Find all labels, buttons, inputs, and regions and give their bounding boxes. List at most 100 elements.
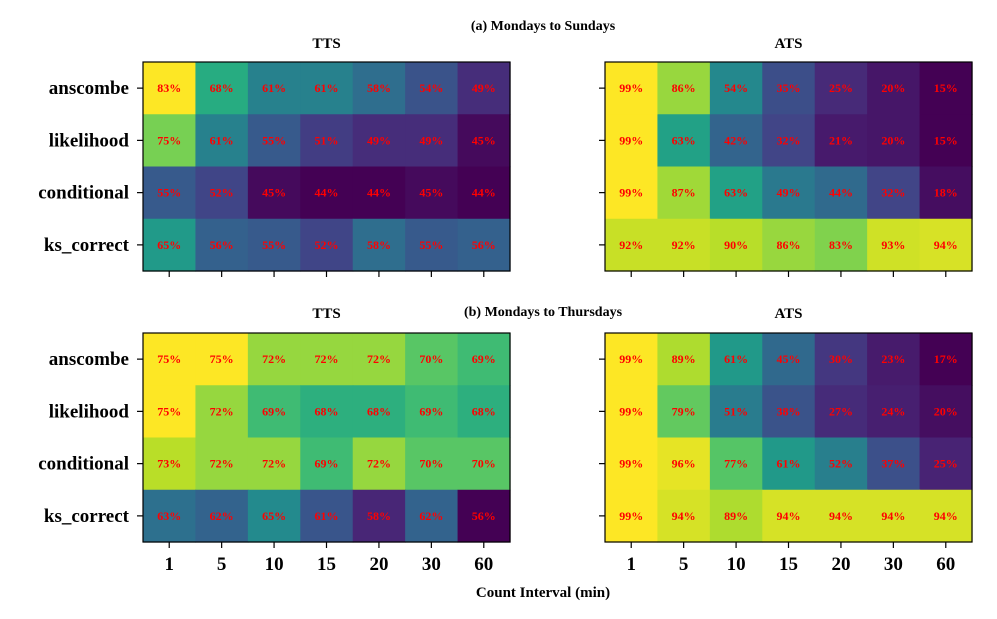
x-tick-label: 10 — [727, 554, 746, 575]
cell-value-label: 38% — [777, 404, 801, 418]
cell-value-label: 25% — [829, 81, 853, 95]
row-label: conditional — [38, 183, 129, 204]
panel-title: TTS — [312, 306, 340, 322]
heatmap-cell — [195, 114, 249, 168]
row-label: ks_correct — [44, 235, 130, 256]
row-label: likelihood — [49, 401, 130, 422]
cell-value-label: 94% — [934, 509, 958, 523]
heatmap-cell — [762, 166, 816, 220]
heatmap-cell — [762, 385, 816, 439]
heatmap-cell — [457, 333, 511, 386]
cell-value-label: 99% — [619, 81, 643, 95]
cell-value-label: 94% — [829, 509, 853, 523]
heatmap-cell — [919, 166, 973, 220]
section-title-mondays-to-thursdays: (b) Mondays to Thursdays — [464, 305, 623, 320]
cell-value-label: 69% — [315, 457, 339, 471]
heatmap-cell — [247, 114, 301, 168]
cell-value-label: 94% — [672, 509, 696, 523]
heatmap-cell — [814, 218, 868, 272]
cell-value-label: 55% — [157, 186, 181, 200]
cell-value-label: 65% — [262, 509, 286, 523]
heatmap-cell — [605, 62, 659, 115]
heatmap-cell — [867, 385, 921, 439]
cell-value-label: 44% — [367, 186, 391, 200]
x-axis-label: Count Interval (min) — [476, 585, 610, 601]
panel-title: ATS — [774, 306, 802, 322]
heatmap-cell — [814, 166, 868, 220]
heatmap-panel-1: 83% 68% 61% 61% 58% 54% 49% 75% 61% 55% 51% 49% 49% 4… — [38, 36, 511, 277]
heatmap-cell — [657, 62, 711, 115]
cell-value-label: 75% — [210, 352, 234, 366]
cell-value-label: 24% — [881, 404, 905, 418]
heatmap-panels: 83% 68% 61% 61% 58% 54% 49% 75% 61% 55% 51% 49% 49% 4… — [38, 36, 973, 575]
heatmap-cell — [762, 218, 816, 272]
cell-value-label: 70% — [419, 352, 443, 366]
cell-value-label: 68% — [210, 81, 234, 95]
cell-value-label: 52% — [315, 238, 339, 252]
heatmap-cell — [405, 114, 459, 168]
heatmap-panel-3: 75% 75% 72% 72% 72% 70% 69% 75% 72% 69% 68% 68% 69% 6… — [38, 306, 511, 575]
cell-value-label: 61% — [210, 133, 234, 147]
panel-title: TTS — [312, 36, 340, 52]
cell-value-label: 27% — [829, 404, 853, 418]
cell-value-label: 93% — [881, 238, 905, 252]
heatmap-cell — [605, 333, 659, 386]
heatmap-cell — [143, 62, 197, 115]
x-tick-label: 5 — [679, 554, 689, 575]
heatmap-cell — [352, 385, 406, 439]
cell-value-label: 51% — [724, 404, 748, 418]
heatmap-cell — [457, 385, 511, 439]
heatmap-cell — [919, 437, 973, 491]
cell-value-label: 77% — [724, 457, 748, 471]
heatmap-cell — [405, 333, 459, 386]
heatmap-cell — [709, 333, 763, 386]
heatmap-cell — [405, 437, 459, 491]
heatmap-cell — [405, 218, 459, 272]
cell-value-label: 62% — [210, 509, 234, 523]
cell-value-label: 25% — [934, 457, 958, 471]
cell-value-label: 52% — [829, 457, 853, 471]
heatmap-cell — [919, 114, 973, 168]
heatmap-cell — [300, 489, 354, 543]
x-tick-label: 20 — [369, 554, 388, 575]
heatmap-cell — [300, 333, 354, 386]
heatmap-cell — [762, 489, 816, 543]
cell-value-label: 54% — [419, 81, 443, 95]
cell-value-label: 89% — [672, 352, 696, 366]
heatmap-cell — [919, 62, 973, 115]
heatmap-cell — [605, 218, 659, 272]
cell-value-label: 99% — [619, 352, 643, 366]
heatmap-cell — [405, 166, 459, 220]
cell-value-label: 94% — [934, 238, 958, 252]
x-tick-label: 15 — [317, 554, 336, 575]
heatmap-cell — [919, 489, 973, 543]
cell-value-label: 86% — [672, 81, 696, 95]
heatmap-cell — [814, 114, 868, 168]
heatmap-cell — [867, 437, 921, 491]
cell-value-label: 30% — [829, 352, 853, 366]
cell-value-label: 79% — [672, 404, 696, 418]
heatmap-cell — [457, 218, 511, 272]
cell-value-label: 69% — [419, 404, 443, 418]
heatmap-cell — [352, 333, 406, 386]
cell-value-label: 45% — [472, 133, 496, 147]
heatmap-cell — [605, 489, 659, 543]
cell-value-label: 37% — [881, 457, 905, 471]
cell-value-label: 49% — [367, 133, 391, 147]
heatmap-panel-4: 99% 89% 61% 45% 30% 23% 17% 99% 79% 51% 38% 27% 24% 2… — [599, 306, 973, 575]
cell-value-label: 61% — [262, 81, 286, 95]
heatmap-cell — [300, 166, 354, 220]
heatmap-cell — [300, 114, 354, 168]
cell-value-label: 58% — [367, 81, 391, 95]
heatmap-cell — [657, 489, 711, 543]
cell-value-label: 94% — [777, 509, 801, 523]
x-tick-label: 1 — [626, 554, 636, 575]
cell-value-label: 99% — [619, 457, 643, 471]
heatmap-cell — [405, 62, 459, 115]
heatmap-cell — [143, 114, 197, 168]
heatmap-cell — [247, 62, 301, 115]
heatmap-cell — [195, 437, 249, 491]
heatmap-cell — [247, 385, 301, 439]
x-tick-label: 5 — [217, 554, 227, 575]
